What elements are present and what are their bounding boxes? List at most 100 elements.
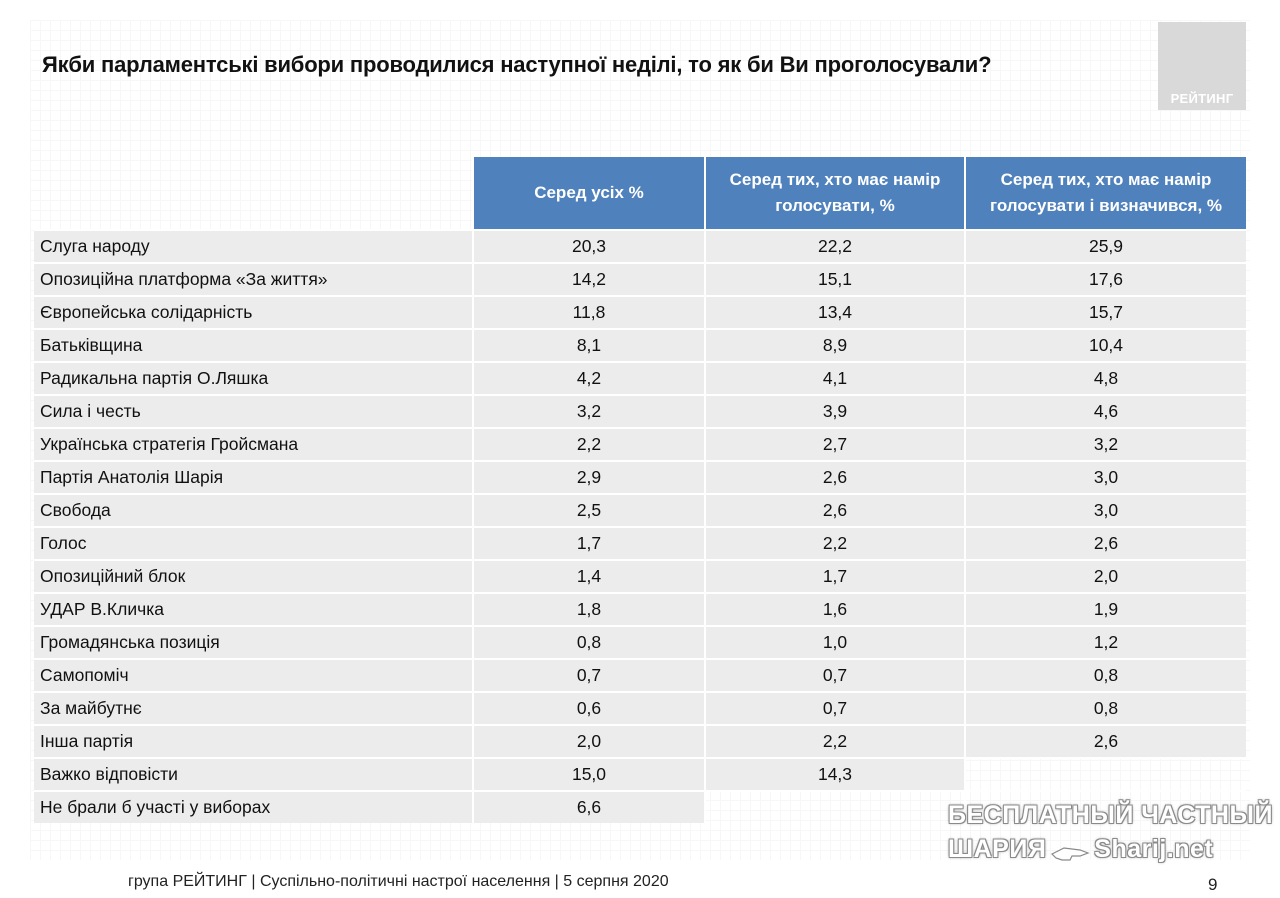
value-cell: 8,9 [706,328,966,361]
value-cell: 2,0 [474,724,706,757]
table-row: Голос 1,7 2,2 2,6 [34,526,1246,559]
table-row: Слуга народу 20,3 22,2 25,9 [34,229,1246,262]
value-cell: 15,1 [706,262,966,295]
table-row: Свобода 2,5 2,6 3,0 [34,493,1246,526]
table-row: Важко відповісти 15,0 14,3 [34,757,1246,790]
value-cell: 3,2 [474,394,706,427]
value-cell: 2,9 [474,460,706,493]
value-cell [706,790,966,823]
table-row: Громадянська позиція 0,8 1,0 1,2 [34,625,1246,658]
value-cell: 2,6 [966,526,1246,559]
table-row: Європейська солідарність 11,8 13,4 15,7 [34,295,1246,328]
party-name-cell: Європейська солідарність [34,295,474,328]
page-number: 9 [1208,875,1218,894]
watermark-name: ШАРИЯ [948,835,1047,863]
value-cell: 1,7 [706,559,966,592]
watermark-line1: БЕСПЛАТНЫЙ ЧАСТНЫЙ [948,801,1273,829]
value-cell: 1,0 [706,625,966,658]
value-cell: 3,0 [966,460,1246,493]
header-intend-to-vote: Серед тих, хто має намір голосувати, % [706,157,966,229]
value-cell: 20,3 [474,229,706,262]
value-cell: 8,1 [474,328,706,361]
value-cell: 6,6 [474,790,706,823]
table-row: Інша партія 2,0 2,2 2,6 [34,724,1246,757]
party-name-cell: Голос [34,526,474,559]
value-cell: 4,1 [706,361,966,394]
value-cell [966,790,1246,823]
value-cell: 1,4 [474,559,706,592]
rating-logo: РЕЙТИНГ [1158,22,1246,110]
table-header-row: Серед усіх % Серед тих, хто має намір го… [34,157,1246,229]
party-name-cell: Важко відповісти [34,757,474,790]
party-name-cell: УДАР В.Кличка [34,592,474,625]
value-cell: 0,8 [966,691,1246,724]
pointing-hand-icon [1050,839,1091,861]
value-cell: 4,6 [966,394,1246,427]
value-cell: 22,2 [706,229,966,262]
value-cell: 0,8 [474,625,706,658]
party-name-cell: Свобода [34,493,474,526]
value-cell: 15,0 [474,757,706,790]
value-cell: 13,4 [706,295,966,328]
table-row: Самопоміч 0,7 0,7 0,8 [34,658,1246,691]
value-cell: 2,2 [474,427,706,460]
header-empty-cell [34,157,474,229]
watermark-line2: ШАРИЯ Sharij.net [948,832,1248,866]
value-cell: 1,9 [966,592,1246,625]
table-row: Партія Анатолія Шарія 2,9 2,6 3,0 [34,460,1246,493]
table-row: За майбутнє 0,6 0,7 0,8 [34,691,1246,724]
party-name-cell: За майбутнє [34,691,474,724]
value-cell: 0,7 [706,691,966,724]
party-name-cell: Українська стратегія Гройсмана [34,427,474,460]
value-cell: 25,9 [966,229,1246,262]
value-cell: 0,8 [966,658,1246,691]
party-name-cell: Опозиційна платформа «За життя» [34,262,474,295]
party-name-cell: Радикальна партія О.Ляшка [34,361,474,394]
value-cell: 10,4 [966,328,1246,361]
value-cell: 3,9 [706,394,966,427]
header-all-respondents: Серед усіх % [474,157,706,229]
value-cell [966,757,1246,790]
value-cell: 0,7 [706,658,966,691]
value-cell: 0,6 [474,691,706,724]
value-cell: 1,8 [474,592,706,625]
table-row: УДАР В.Кличка 1,8 1,6 1,9 [34,592,1246,625]
value-cell: 0,7 [474,658,706,691]
value-cell: 2,5 [474,493,706,526]
party-name-cell: Батьківщина [34,328,474,361]
header-decided-voters: Серед тих, хто має намір голосувати і ви… [966,157,1246,229]
value-cell: 2,2 [706,526,966,559]
party-name-cell: Громадянська позиція [34,625,474,658]
value-cell: 1,2 [966,625,1246,658]
value-cell: 3,2 [966,427,1246,460]
watermark-site: Sharij.net [1094,835,1214,863]
value-cell: 17,6 [966,262,1246,295]
value-cell: 11,8 [474,295,706,328]
value-cell: 15,7 [966,295,1246,328]
table-row: Батьківщина 8,1 8,9 10,4 [34,328,1246,361]
value-cell: 2,0 [966,559,1246,592]
table-row: Радикальна партія О.Ляшка 4,2 4,1 4,8 [34,361,1246,394]
table-row: Сила і честь 3,2 3,9 4,6 [34,394,1246,427]
party-name-cell: Інша партія [34,724,474,757]
page-title: Якби парламентські вибори проводилися на… [42,52,992,77]
value-cell: 4,8 [966,361,1246,394]
party-name-cell: Не брали б участі у виборах [34,790,474,823]
logo-text: РЕЙТИНГ [1170,91,1234,106]
value-cell: 2,2 [706,724,966,757]
value-cell: 1,6 [706,592,966,625]
party-name-cell: Самопоміч [34,658,474,691]
value-cell: 14,3 [706,757,966,790]
value-cell: 2,6 [966,724,1246,757]
value-cell: 2,6 [706,460,966,493]
value-cell: 1,7 [474,526,706,559]
watermark: БЕСПЛАТНЫЙ ЧАСТНЫЙ ШАРИЯ Sharij.net [948,798,1273,866]
party-name-cell: Опозиційний блок [34,559,474,592]
results-table: Серед усіх % Серед тих, хто має намір го… [34,157,1246,823]
footer-caption: група РЕЙТИНГ | Суспільно-політичні наст… [128,873,669,890]
table-body: Слуга народу 20,3 22,2 25,9 Опозиційна платф… [34,229,1246,823]
value-cell: 3,0 [966,493,1246,526]
party-name-cell: Слуга народу [34,229,474,262]
table-row: Не брали б участі у виборах 6,6 [34,790,1246,823]
party-name-cell: Партія Анатолія Шарія [34,460,474,493]
